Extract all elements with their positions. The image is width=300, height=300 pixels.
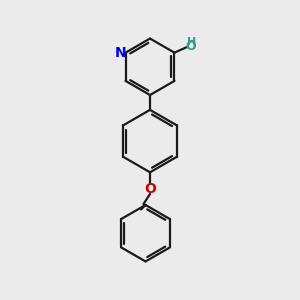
- Text: H: H: [187, 37, 196, 47]
- Text: O: O: [144, 182, 156, 196]
- Text: O: O: [185, 40, 196, 53]
- Text: N: N: [114, 46, 126, 60]
